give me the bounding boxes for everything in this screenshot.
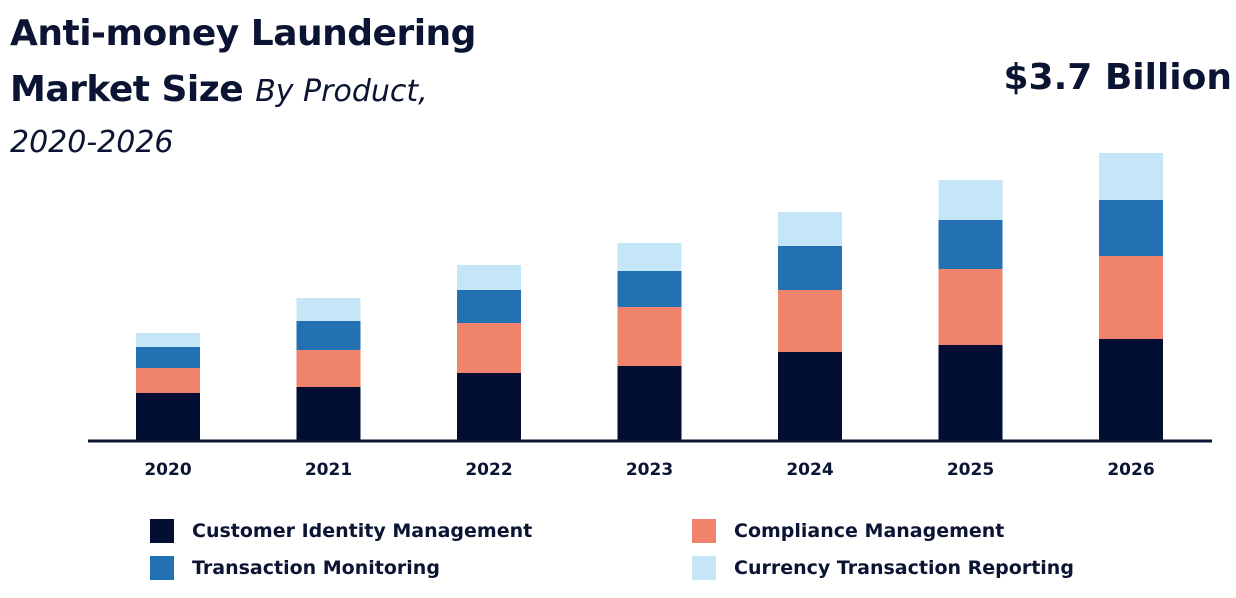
chart-title-block: Anti-money Laundering Market Size By Pro…: [10, 6, 630, 166]
bar-segment-customer-identity-2022: [457, 373, 521, 440]
bar-segment-compliance-2023: [617, 307, 682, 366]
bar-segment-currency-reporting-2021: [296, 298, 361, 321]
x-tick-label-2025: 2025: [947, 460, 994, 480]
bar-segment-transaction-monitoring-2022: [457, 290, 521, 323]
legend-swatch-transaction-monitoring: [150, 556, 174, 580]
bar-segment-currency-reporting-2024: [778, 212, 842, 246]
legend-label-transaction-monitoring: Transaction Monitoring: [192, 557, 440, 579]
x-tick-label-2023: 2023: [626, 460, 673, 480]
bar-segment-transaction-monitoring-2025: [938, 220, 1003, 269]
legend-swatch-compliance: [692, 519, 716, 543]
bar-segment-transaction-monitoring-2023: [617, 271, 682, 307]
total-market-value: $3.7 Billion: [1003, 57, 1232, 98]
chart-title-line-2: Market Size By Product,: [10, 62, 630, 120]
bar-segment-transaction-monitoring-2026: [1099, 200, 1163, 256]
bar-segment-customer-identity-2020: [136, 393, 200, 440]
legend-item-currency-reporting: Currency Transaction Reporting: [692, 551, 1074, 585]
legend-swatch-currency-reporting: [692, 556, 716, 580]
bar-segment-customer-identity-2026: [1099, 339, 1163, 440]
legend-item-compliance: Compliance Management: [692, 514, 1004, 548]
bar-segment-compliance-2021: [296, 350, 361, 387]
bar-segment-currency-reporting-2026: [1099, 153, 1163, 200]
x-tick-label-2024: 2024: [786, 460, 833, 480]
chart-legend: Customer Identity Management Compliance …: [150, 514, 1150, 594]
x-tick-label-2022: 2022: [465, 460, 512, 480]
bar-segment-customer-identity-2023: [617, 366, 682, 440]
legend-swatch-customer-identity: [150, 519, 174, 543]
legend-item-customer-identity: Customer Identity Management: [150, 514, 532, 548]
bar-segment-customer-identity-2025: [938, 345, 1003, 440]
chart-title-line-1: Anti-money Laundering: [10, 13, 476, 54]
x-tick-label-2020: 2020: [144, 460, 191, 480]
legend-label-compliance: Compliance Management: [734, 520, 1005, 542]
bar-segment-transaction-monitoring-2020: [136, 347, 200, 368]
bar-segment-currency-reporting-2023: [617, 243, 682, 271]
bar-segment-compliance-2022: [457, 323, 521, 373]
bar-segment-compliance-2020: [136, 368, 200, 393]
bar-segment-currency-reporting-2020: [136, 333, 200, 347]
bar-segment-customer-identity-2021: [296, 387, 361, 440]
bar-segment-currency-reporting-2022: [457, 265, 521, 290]
chart-title-market-size: Market Size: [10, 69, 244, 110]
chart-subtitle-by-product: By Product,: [255, 74, 428, 109]
bar-segment-currency-reporting-2025: [938, 180, 1003, 220]
legend-label-customer-identity: Customer Identity Management: [192, 520, 533, 542]
chart-subtitle-years: 2020-2026: [10, 125, 174, 160]
bar-segment-transaction-monitoring-2024: [778, 246, 842, 290]
legend-item-transaction-monitoring: Transaction Monitoring: [150, 551, 440, 585]
x-tick-label-2021: 2021: [305, 460, 352, 480]
bar-segment-compliance-2025: [938, 269, 1003, 345]
legend-label-currency-reporting: Currency Transaction Reporting: [734, 557, 1074, 579]
x-tick-label-2026: 2026: [1107, 460, 1154, 480]
bar-segment-compliance-2026: [1099, 256, 1163, 339]
bar-segment-transaction-monitoring-2021: [296, 321, 361, 350]
bar-segment-compliance-2024: [778, 290, 842, 352]
bar-segment-customer-identity-2024: [778, 352, 842, 440]
